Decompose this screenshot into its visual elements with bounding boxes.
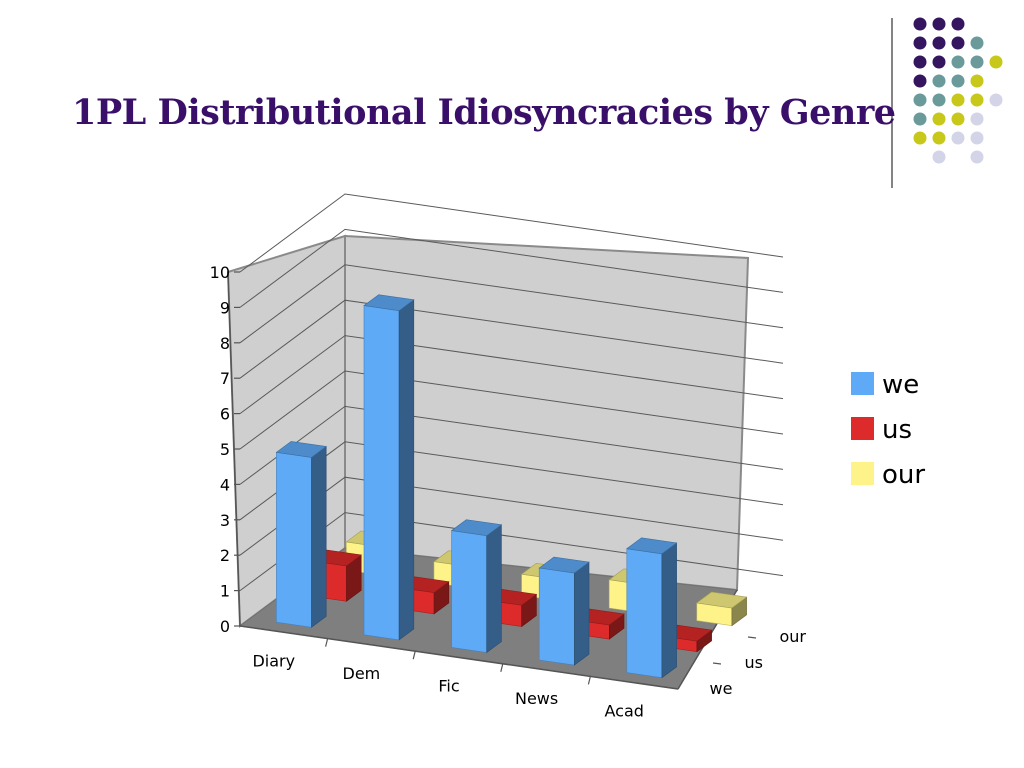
decorative-dot [913, 55, 927, 69]
z-tick-mark [712, 662, 722, 665]
x-tick-mark [412, 651, 416, 660]
decorative-dot [970, 74, 984, 88]
decorative-dot [913, 93, 927, 107]
x-tick-label: Fic [438, 677, 459, 696]
decorative-dot [932, 112, 946, 126]
y-tick-label: 1 [220, 582, 230, 601]
decorative-dot [951, 93, 965, 107]
decorative-dot [932, 150, 946, 164]
gridline [239, 441, 784, 521]
x-tick-label: News [515, 689, 558, 708]
x-tick-label: Acad [604, 702, 643, 721]
gridline [239, 299, 784, 379]
bar-we-news [538, 556, 590, 666]
gridline [239, 193, 784, 273]
x-tick-label: Diary [252, 651, 295, 670]
gridline [239, 228, 784, 308]
y-tick-label: 5 [220, 440, 230, 459]
y-tick-label: 3 [220, 511, 230, 530]
slide-title: 1PL Distributional Idiosyncracies by Gen… [72, 92, 896, 133]
decorative-dot [951, 74, 965, 88]
gridline [239, 335, 784, 415]
x-axis-line [239, 625, 679, 690]
decorative-dot [970, 150, 984, 164]
y-tick-label: 9 [220, 298, 230, 317]
decorative-dot [932, 55, 946, 69]
decorative-dot [970, 131, 984, 145]
bar-we-diary [275, 441, 327, 628]
decorative-dot [913, 131, 927, 145]
gridline [239, 264, 784, 344]
gridline [239, 405, 784, 485]
decorative-dot [913, 74, 927, 88]
decorative-dot-grid [891, 17, 1003, 188]
decorative-dot [970, 112, 984, 126]
y-tick-label: 0 [220, 617, 230, 636]
bar-we-acad [626, 537, 678, 679]
bar-we-dem [363, 294, 415, 641]
z-tick-label: us [745, 653, 763, 672]
legend-label-our: our [882, 460, 925, 490]
y-tick-label: 10 [210, 263, 230, 282]
y-tick-label: 7 [220, 369, 230, 388]
legend-label-we: we [882, 370, 919, 400]
decorative-dot [913, 17, 927, 31]
gridline [239, 476, 784, 556]
z-tick-label: we [710, 679, 733, 698]
decorative-dot [951, 112, 965, 126]
legend-swatch-us [851, 417, 874, 440]
decorative-dot [951, 36, 965, 50]
y-tick-label: 4 [220, 475, 230, 494]
decorative-dot [970, 93, 984, 107]
decorative-dot [913, 36, 927, 50]
x-tick-mark [325, 638, 329, 647]
x-tick-mark [500, 663, 504, 672]
legend-swatch-we [851, 372, 874, 395]
gridline [239, 370, 784, 450]
decorative-dot [951, 17, 965, 31]
decorative-dot [989, 93, 1003, 107]
decorative-dot [951, 131, 965, 145]
decorative-dot [951, 55, 965, 69]
y-tick-label: 2 [220, 546, 230, 565]
decorative-dot [932, 74, 946, 88]
z-tick-label: our [780, 627, 807, 646]
decorative-dot [970, 36, 984, 50]
decorative-dot [989, 55, 1003, 69]
decorative-dot [970, 55, 984, 69]
chart-legend: we us our [851, 370, 925, 490]
bar-we-fic [450, 519, 503, 654]
legend-label-us: us [882, 415, 912, 445]
z-tick-mark [747, 636, 757, 639]
y-tick-label: 8 [220, 334, 230, 353]
x-tick-mark [587, 676, 591, 685]
y-tick-label: 6 [220, 405, 230, 424]
x-tick-label: Dem [343, 664, 381, 683]
bar-our-acad [696, 591, 748, 627]
decorative-dot [932, 131, 946, 145]
decorative-dot [932, 36, 946, 50]
legend-swatch-our [851, 462, 874, 485]
decorative-dot [913, 112, 927, 126]
decorative-dot [932, 17, 946, 31]
decorative-dot [932, 93, 946, 107]
